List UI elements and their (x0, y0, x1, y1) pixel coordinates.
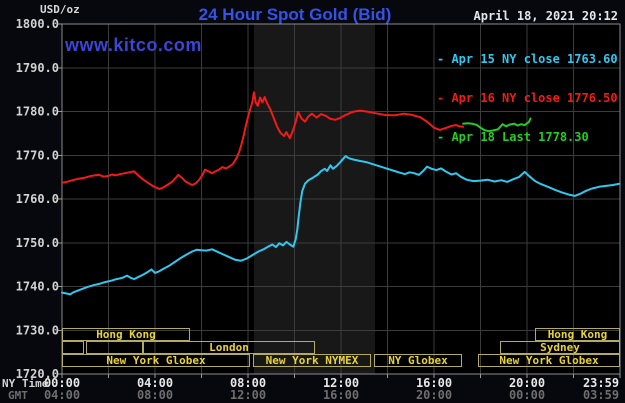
x-axis-label-ny: 16:00 (416, 376, 452, 390)
y-axis-label: 1750.0 (16, 236, 59, 250)
legend: - Apr 15 NY close 1763.60 - Apr 16 NY cl… (437, 27, 618, 170)
chart-datetime: April 18, 2021 20:12 (473, 9, 619, 23)
y-axis-unit-label: USD/oz (40, 3, 80, 16)
session-box (500, 341, 620, 354)
x-axis-label-gmt: 16:00 (323, 388, 359, 402)
y-axis-label: 1730.0 (16, 323, 59, 337)
y-axis-label: 1740.0 (16, 280, 59, 294)
session-label: New York Globex (106, 354, 206, 367)
session-label: Hong Kong (548, 328, 608, 341)
session-label: Sydney (540, 341, 580, 354)
x-axis-label-gmt: 12:00 (230, 388, 266, 402)
session-box (62, 341, 84, 354)
chart-title: 24 Hour Spot Gold (Bid) (198, 5, 392, 24)
session-label: London (209, 341, 249, 354)
x-axis-label-ny: 04:00 (137, 376, 173, 390)
session-box (62, 354, 250, 367)
legend-item-apr18: - Apr 18 Last 1778.30 (437, 130, 589, 144)
x-axis-label-ny: 00:00 (44, 376, 80, 390)
y-axis-label: 1720.0 (16, 367, 59, 381)
x-axis-label-gmt: 04:00 (44, 388, 80, 402)
legend-item-apr16: - Apr 16 NY close 1776.50 (437, 91, 618, 105)
x-axis-label-gmt: 00:00 (509, 388, 545, 402)
apr18-line (462, 117, 532, 133)
x-axis-label-ny: 08:00 (230, 376, 266, 390)
y-axis-label: 1760.0 (16, 192, 59, 206)
apr16-line (61, 91, 465, 190)
session-box (535, 328, 620, 341)
session-label: NY Globex (388, 354, 448, 367)
y-axis-label: 1800.0 (16, 17, 59, 31)
x-axis-label-gmt: 08:00 (137, 388, 173, 402)
y-axis-label: 1780.0 (16, 105, 59, 119)
y-axis-label: 1770.0 (16, 148, 59, 162)
session-box (62, 328, 190, 341)
y-axis-label: 1790.0 (16, 61, 59, 75)
session-box (253, 354, 371, 367)
session-box (478, 354, 620, 367)
kitco-watermark-link[interactable]: www.kitco.com (65, 35, 202, 55)
gmt-axis-label: GMT (8, 389, 28, 402)
session-box (374, 354, 462, 367)
x-axis-label-gmt: 20:00 (416, 388, 452, 402)
x-axis-label-ny: 12:00 (323, 376, 359, 390)
x-axis-label-gmt: 03:59 (583, 388, 619, 402)
session-box (143, 341, 315, 354)
ny-time-axis-label: NY Time (2, 377, 49, 390)
session-label: New York NYMEX (266, 354, 359, 367)
x-axis-label-ny: 20:00 (509, 376, 545, 390)
session-label: Hong Kong (96, 328, 156, 341)
x-axis-label-ny: 23:59 (583, 376, 619, 390)
session-box (86, 341, 143, 354)
apr15-line (61, 155, 621, 296)
legend-item-apr15: - Apr 15 NY close 1763.60 (437, 52, 618, 66)
session-label: New York Globex (499, 354, 599, 367)
